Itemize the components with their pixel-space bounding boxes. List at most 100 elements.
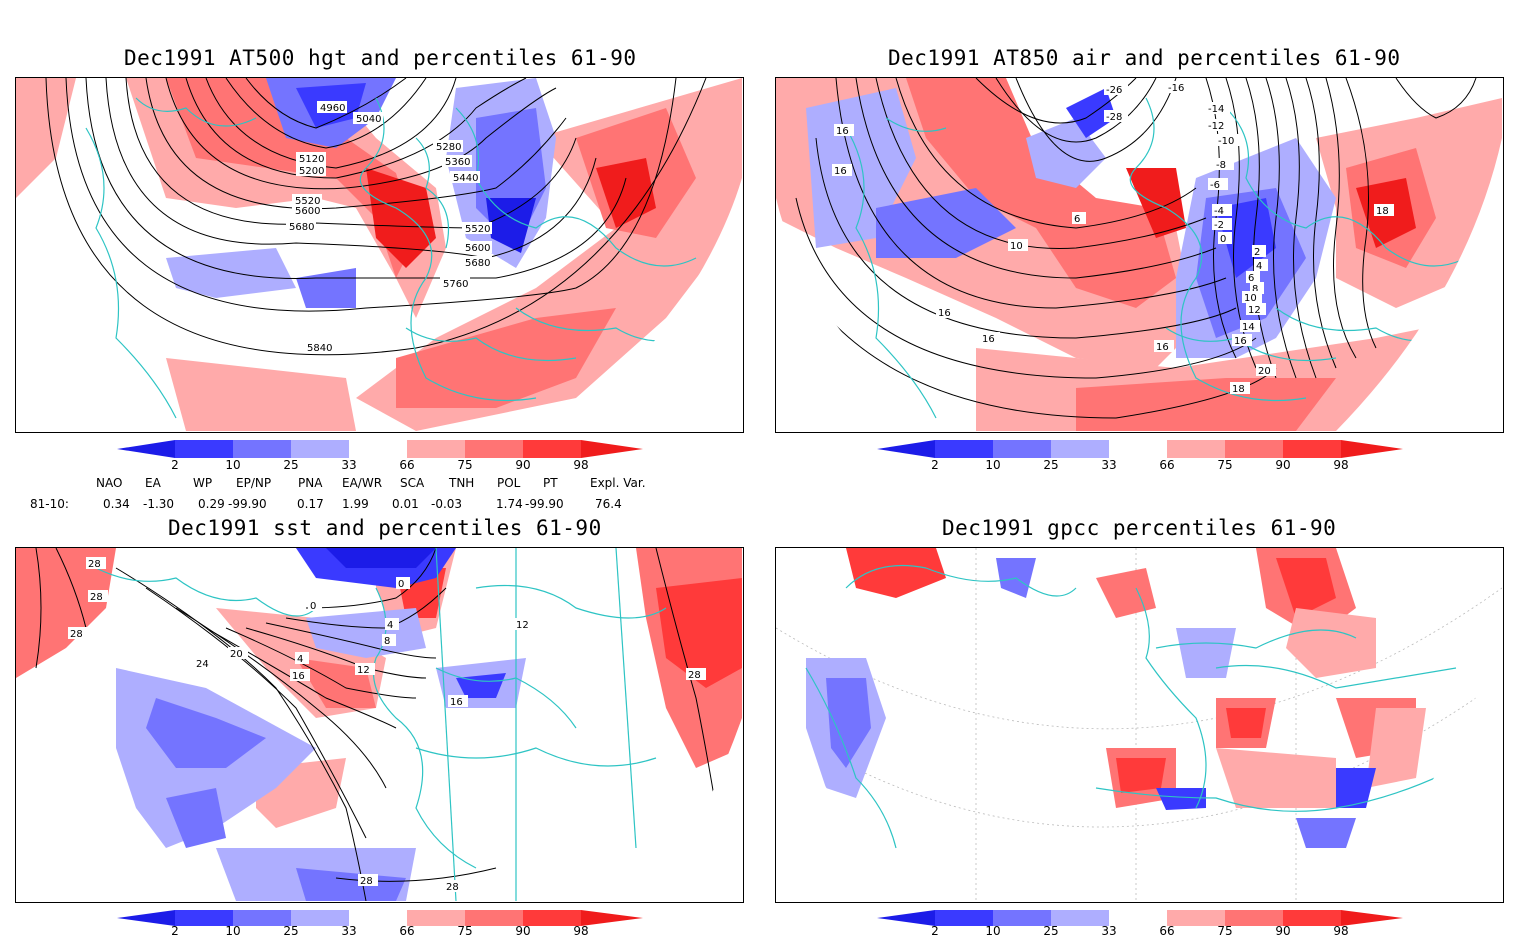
contour-label: 6 xyxy=(1074,214,1080,225)
contour-label: -6 xyxy=(1210,180,1220,191)
contour-label: 5600 xyxy=(295,206,320,217)
colorbar-label: 33 xyxy=(1101,458,1117,472)
contour-label: 24 xyxy=(196,659,209,670)
contour-label: 16 xyxy=(1234,336,1247,347)
colorbar-label: 2 xyxy=(931,924,939,938)
colorbar-label: 25 xyxy=(1043,458,1059,472)
index-header: NAO xyxy=(96,476,123,490)
colorbar-label: 10 xyxy=(225,924,241,938)
index-value: 0.34 xyxy=(103,497,130,511)
contour-label: 5360 xyxy=(445,157,470,168)
contour-label: 12 xyxy=(1248,305,1261,316)
index-header: PNA xyxy=(298,476,323,490)
colorbar-label: 66 xyxy=(1159,458,1175,472)
contour-label: 5520 xyxy=(295,196,320,207)
index-value: -0.03 xyxy=(431,497,463,511)
contour-label: 5680 xyxy=(465,258,490,269)
contour-label: 28 xyxy=(90,592,103,603)
contour-label: 10 xyxy=(1010,241,1023,252)
colorbar-label: 66 xyxy=(399,458,415,472)
contour-label: 5200 xyxy=(299,166,324,177)
colorbar-label: 2 xyxy=(171,924,179,938)
index-value: 1.74 xyxy=(496,497,523,511)
contour-label: 5040 xyxy=(356,114,381,125)
contour-label: -14 xyxy=(1208,104,1224,115)
index-header: SCA xyxy=(400,476,425,490)
contour-label: 2 xyxy=(1254,247,1260,258)
contour-label: 16 xyxy=(982,334,995,345)
contour-label: 4 xyxy=(387,620,393,631)
contour-label: 18 xyxy=(1376,206,1389,217)
contour-label: 16 xyxy=(938,308,951,319)
contour-label: 28 xyxy=(446,882,459,893)
index-header: PT xyxy=(543,476,558,490)
map-z500: 4960 5040 5120 5200 5280 5360 5440 5520 … xyxy=(15,77,744,433)
contour-label: 16 xyxy=(834,166,847,177)
contour-label: 4960 xyxy=(320,103,345,114)
contour-label: 20 xyxy=(1258,366,1271,377)
index-header: WP xyxy=(193,476,213,490)
contour-label: 28 xyxy=(70,629,83,640)
colorbar-bottom-left: 2 10 25 33 66 75 90 98 xyxy=(117,910,643,940)
contour-label: -26 xyxy=(1106,85,1122,96)
colorbar-bottom-right: 2 10 25 33 66 75 90 98 xyxy=(877,910,1403,940)
colorbar-label: 75 xyxy=(1217,458,1233,472)
colorbar-label: 25 xyxy=(283,924,299,938)
contour-label: 6 xyxy=(1248,273,1254,284)
contour-label: 16 xyxy=(292,671,305,682)
contour-label: -28 xyxy=(1106,112,1122,123)
panel-title-t850: Dec1991 AT850 air and percentiles 61-90 xyxy=(888,46,1401,70)
colorbar-label: 90 xyxy=(1275,924,1291,938)
index-header: EA/WR xyxy=(342,476,383,490)
contour-label: 5680 xyxy=(289,222,314,233)
colorbar-label: 98 xyxy=(1333,458,1349,472)
contour-label: 16 xyxy=(836,126,849,137)
contour-label: 16 xyxy=(450,697,463,708)
index-value: 0.01 xyxy=(392,497,419,511)
contour-label: 0 xyxy=(310,601,316,612)
colorbar-label: 90 xyxy=(1275,458,1291,472)
contour-label: 12 xyxy=(357,665,370,676)
contour-label: 0 xyxy=(398,579,404,590)
colorbar-label: 90 xyxy=(515,458,531,472)
colorbar-top-left: 2 10 25 33 66 75 90 98 xyxy=(117,440,643,476)
colorbar-label: 33 xyxy=(341,458,357,472)
colorbar-label: 75 xyxy=(457,458,473,472)
contour-label: -10 xyxy=(1218,136,1234,147)
panel-title-z500: Dec1991 AT500 hgt and percentiles 61-90 xyxy=(124,46,637,70)
contour-label: 5840 xyxy=(307,343,332,354)
contour-label: 18 xyxy=(1232,384,1245,395)
contour-label: 5120 xyxy=(299,154,324,165)
contour-label: -16 xyxy=(1168,83,1184,94)
panel-title-gpcc: Dec1991 gpcc percentiles 61-90 xyxy=(942,516,1337,540)
map-t850: -26 -28 -16 -14 -12 -10 -8 -6 -4 -2 0 2 … xyxy=(775,77,1504,433)
panel-title-sst: Dec1991 sst and percentiles 61-90 xyxy=(168,516,602,540)
contour-label: 5760 xyxy=(443,279,468,290)
map-gpcc xyxy=(775,547,1504,903)
index-value: 0.17 xyxy=(297,497,324,511)
contour-label: 16 xyxy=(1156,342,1169,353)
colorbar-top-right: 2 10 25 33 66 75 90 98 xyxy=(877,440,1403,476)
index-value: -99.90 xyxy=(228,497,267,511)
contour-label: -12 xyxy=(1208,121,1224,132)
index-value: -1.30 xyxy=(143,497,175,511)
index-header: TNH xyxy=(449,476,475,490)
colorbar-label: 66 xyxy=(1159,924,1175,938)
colorbar-label: 2 xyxy=(171,458,179,472)
colorbar-label: 33 xyxy=(341,924,357,938)
contour-label: 5520 xyxy=(465,224,490,235)
contour-label: 28 xyxy=(688,670,701,681)
contour-label: -4 xyxy=(1214,206,1224,217)
index-header: Expl. Var. xyxy=(590,476,646,490)
colorbar-label: 90 xyxy=(515,924,531,938)
contour-label: 5280 xyxy=(436,142,461,153)
contour-label: 4 xyxy=(297,654,303,665)
contour-label: 12 xyxy=(516,620,529,631)
index-header: POL xyxy=(497,476,521,490)
colorbar-label: 10 xyxy=(985,924,1001,938)
colorbar-label: 25 xyxy=(1043,924,1059,938)
index-value: 1.99 xyxy=(342,497,369,511)
index-value: -99.90 xyxy=(525,497,564,511)
colorbar-label: 25 xyxy=(283,458,299,472)
index-header: EP/NP xyxy=(236,476,272,490)
